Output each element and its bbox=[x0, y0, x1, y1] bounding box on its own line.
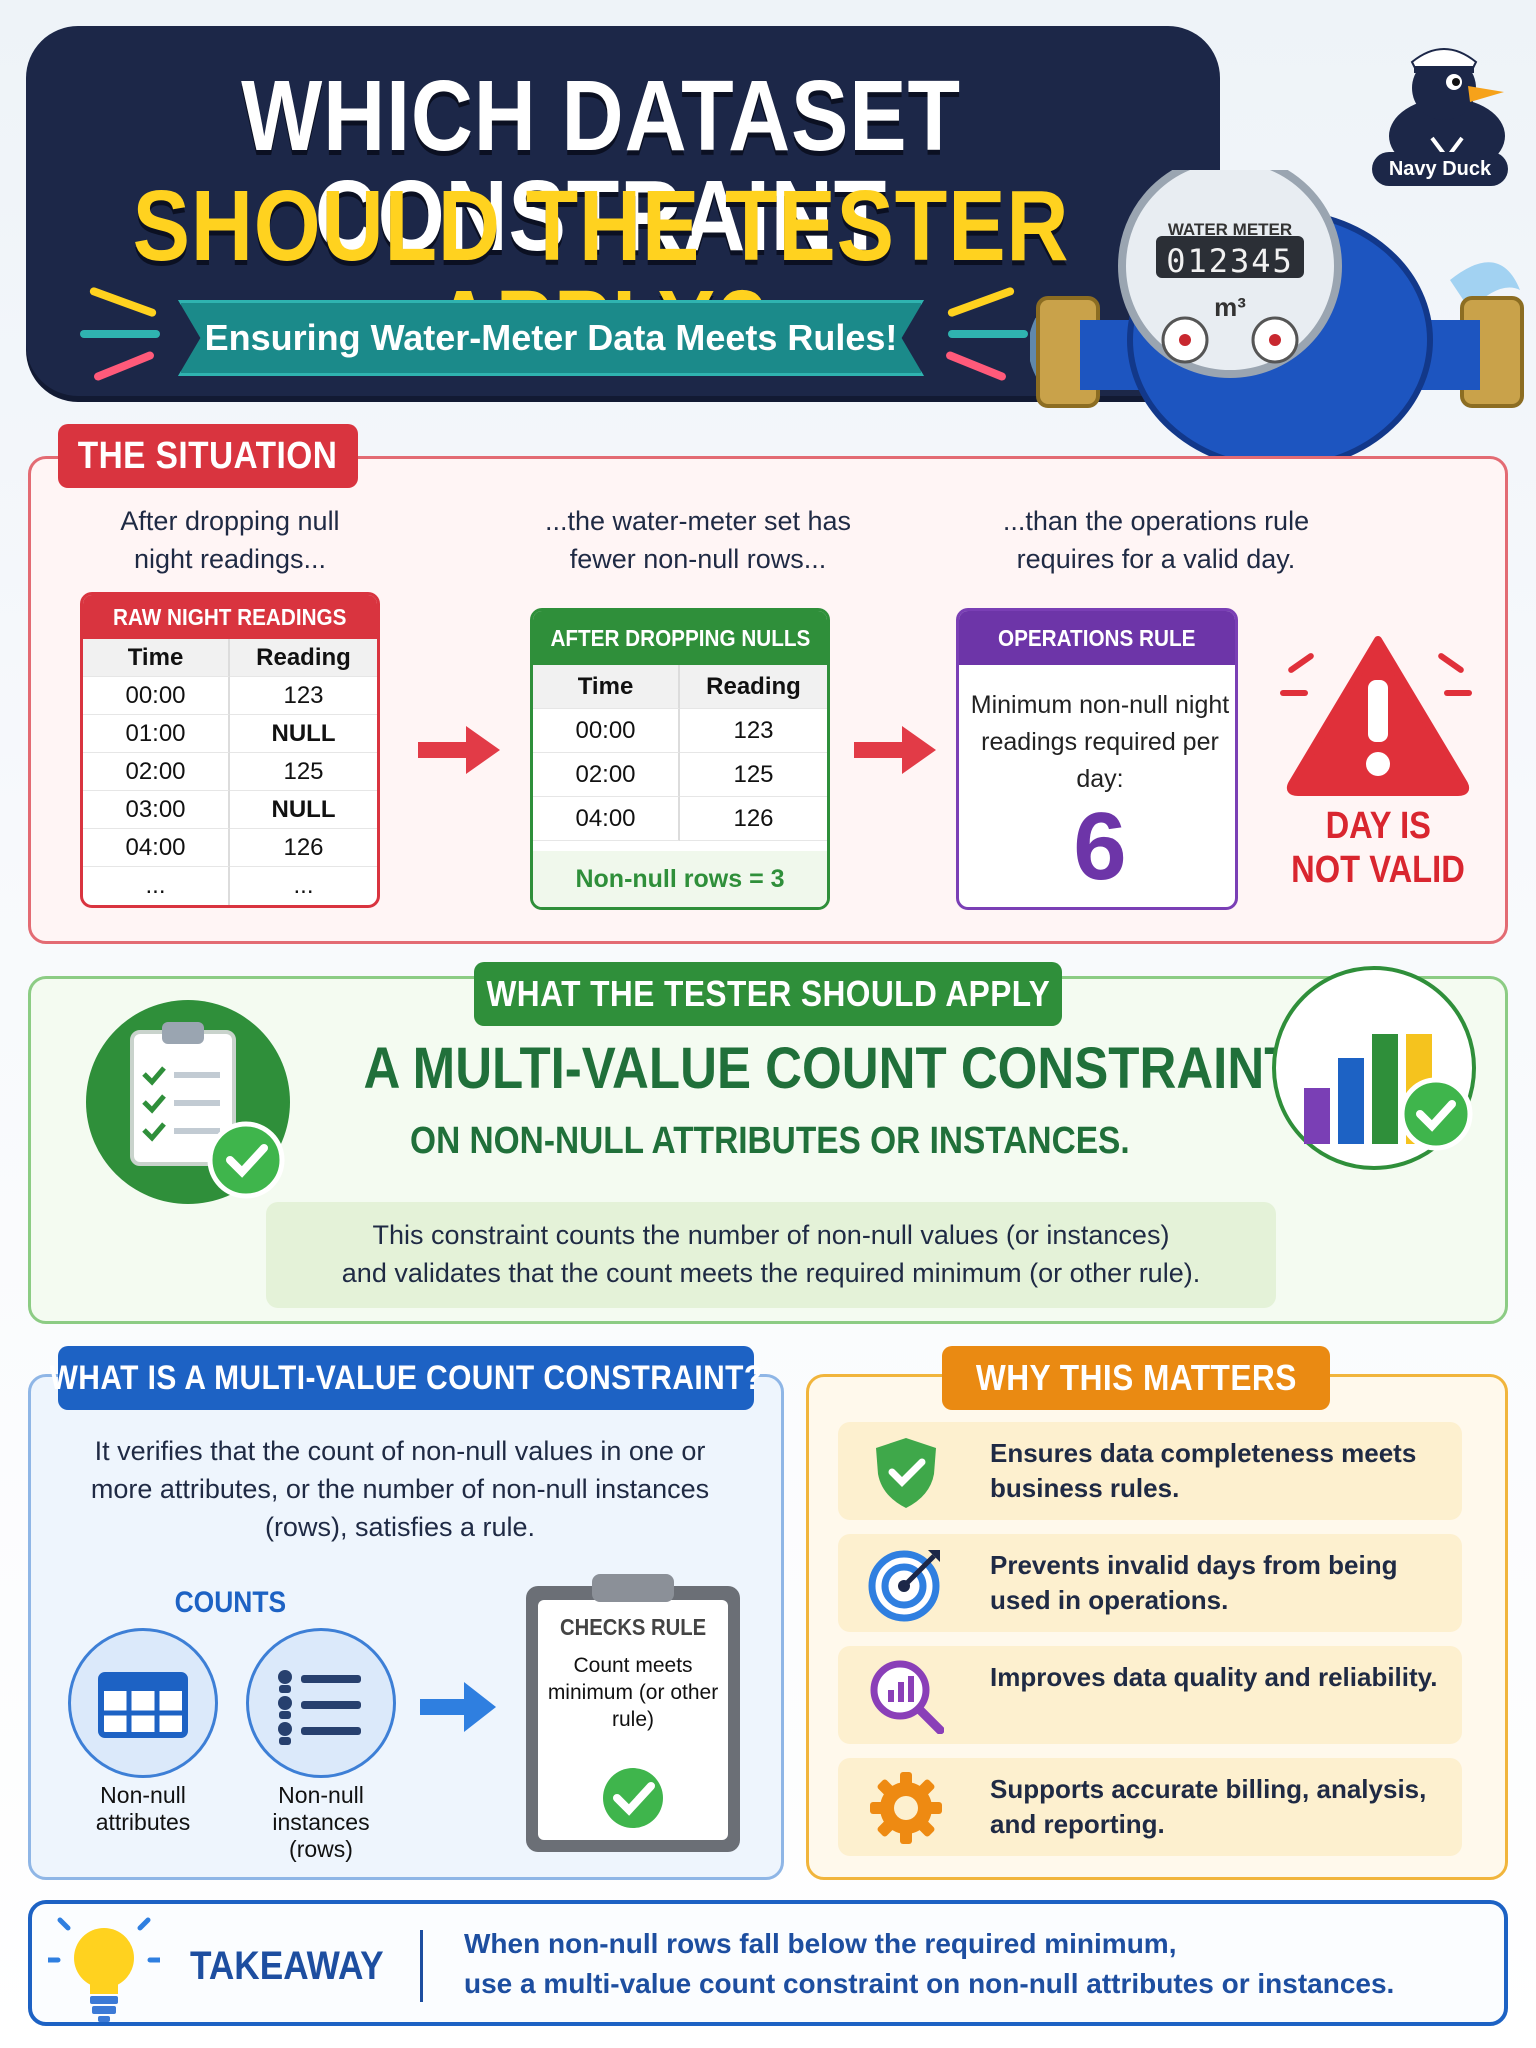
why-item: Improves data quality and reliability. bbox=[838, 1646, 1462, 1744]
operations-rule-card: OPERATIONS RULE Minimum non-null night r… bbox=[956, 608, 1238, 910]
clipboard-checklist-icon bbox=[86, 1000, 290, 1204]
takeaway-section bbox=[28, 1900, 1508, 2026]
takeaway-text: When non-null rows fall below the requir… bbox=[464, 1928, 1395, 1999]
whatis-tag: WHAT IS A MULTI-VALUE COUNT CONSTRAINT? bbox=[50, 1346, 762, 1410]
table-cell: 123 bbox=[230, 677, 377, 715]
bar-chart-check-icon bbox=[1272, 966, 1476, 1170]
table-cell: 02:00 bbox=[533, 753, 680, 797]
null-cell: NULL bbox=[230, 715, 377, 753]
raw-readings-table: RAW NIGHT READINGS Time Reading 00:00 12… bbox=[80, 592, 380, 908]
meter-reading: 012345 bbox=[1166, 242, 1294, 280]
alert-ray-decoration bbox=[1444, 690, 1472, 696]
table-cell: 00:00 bbox=[83, 677, 230, 715]
table-grid-icon bbox=[68, 1628, 218, 1778]
table-cell: 123 bbox=[680, 709, 827, 753]
why-item: Supports accurate billing, analysis, and… bbox=[838, 1758, 1462, 1856]
instances-list-icon bbox=[246, 1628, 396, 1778]
why-item-text: Supports accurate billing, analysis, and… bbox=[990, 1774, 1427, 1839]
dropped-table-title: AFTER DROPPING NULLS bbox=[533, 611, 827, 665]
non-null-instances-label: Non-null instances (rows) bbox=[272, 1782, 370, 1862]
table-cell: 02:00 bbox=[83, 753, 230, 791]
table-header-cell: Reading bbox=[230, 639, 377, 677]
meter-unit: m³ bbox=[1214, 292, 1246, 322]
situation-caption-3: ...than the operations rule requires for… bbox=[1002, 506, 1310, 574]
constraint-subheadline: ON NON-NULL ATTRIBUTES OR INSTANCES. bbox=[410, 1120, 1130, 1162]
checks-rule-title: CHECKS RULE bbox=[559, 1614, 707, 1640]
takeaway-divider bbox=[420, 1930, 423, 2002]
why-item-text: Prevents invalid days from being used in… bbox=[990, 1550, 1398, 1615]
constraint-description: This constraint counts the number of non… bbox=[266, 1202, 1276, 1308]
table-cell: 01:00 bbox=[83, 715, 230, 753]
shield-check-icon bbox=[876, 1438, 936, 1508]
situation-tag: THE SITUATION bbox=[58, 424, 358, 488]
checks-rule-text: Count meets minimum (or other rule) bbox=[547, 1654, 719, 1731]
burst-decoration bbox=[80, 330, 160, 338]
alert-ray-decoration bbox=[1280, 690, 1308, 696]
table-cell: 125 bbox=[680, 753, 827, 797]
arrow-right-icon bbox=[418, 726, 500, 774]
constraint-headline: A MULTI-VALUE COUNT CONSTRAINT bbox=[363, 1036, 1296, 1101]
page-title-line1: WHICH DATASET CONSTRAINT bbox=[241, 60, 961, 272]
table-header-cell: Time bbox=[83, 639, 230, 677]
raw-table-grid: Time Reading 00:00 123 01:00 NULL 02:00 … bbox=[83, 639, 377, 905]
why-item-text: Ensures data completeness meets business… bbox=[990, 1438, 1417, 1503]
table-cell: ... bbox=[293, 872, 314, 899]
gear-icon bbox=[870, 1772, 942, 1844]
null-cell: NULL bbox=[230, 791, 377, 829]
burst-decoration bbox=[948, 330, 1028, 338]
brand-label: Navy Duck bbox=[1372, 152, 1508, 186]
dropped-table-grid: Time Reading 00:00 123 02:00 125 04:00 1… bbox=[533, 665, 827, 841]
why-item: Prevents invalid days from being used in… bbox=[838, 1534, 1462, 1632]
situation-caption-2: ...the water-meter set has fewer non-nul… bbox=[544, 506, 852, 574]
lightbulb-icon bbox=[48, 1917, 160, 2022]
table-cell: 126 bbox=[680, 797, 827, 841]
table-cell: 04:00 bbox=[83, 829, 230, 867]
day-not-valid-verdict: DAY IS NOT VALID bbox=[1291, 805, 1465, 891]
chart-magnifier-icon bbox=[870, 1660, 944, 1734]
table-header-cell: Reading bbox=[680, 665, 827, 709]
table-cell: 126 bbox=[230, 829, 377, 867]
table-cell: 04:00 bbox=[533, 797, 680, 841]
arrow-right-icon bbox=[420, 1682, 496, 1732]
why-item: Ensures data completeness meets business… bbox=[838, 1422, 1462, 1520]
takeaway-label: TAKEAWAY bbox=[190, 1944, 384, 1988]
table-header-cell: Time bbox=[533, 665, 680, 709]
warning-icon bbox=[1286, 636, 1470, 796]
apply-tag: WHAT THE TESTER SHOULD APPLY bbox=[474, 962, 1062, 1026]
subtitle-ribbon: Ensuring Water-Meter Data Meets Rules! bbox=[178, 300, 924, 376]
situation-caption-1: After dropping null night readings... bbox=[120, 506, 340, 574]
non-null-count: Non-null rows = 3 bbox=[533, 851, 827, 907]
water-meter-icon bbox=[1030, 170, 1524, 470]
arrow-right-icon bbox=[854, 726, 936, 774]
clipboard-icon bbox=[526, 1574, 740, 1852]
raw-table-title: RAW NIGHT READINGS bbox=[83, 595, 377, 639]
table-cell: ... bbox=[83, 867, 230, 905]
rule-title: OPERATIONS RULE bbox=[959, 611, 1235, 665]
why-item-text: Improves data quality and reliability. bbox=[990, 1662, 1438, 1692]
why-tag: WHY THIS MATTERS bbox=[942, 1346, 1330, 1410]
table-cell: 125 bbox=[230, 753, 377, 791]
non-null-attributes-label: Non-null attributes bbox=[95, 1782, 191, 1835]
table-cell: 00:00 bbox=[533, 709, 680, 753]
rule-minimum-number: 6 bbox=[1073, 793, 1127, 900]
whatis-description: It verifies that the count of non-null v… bbox=[90, 1436, 710, 1542]
dropped-nulls-table: AFTER DROPPING NULLS Time Reading 00:00 … bbox=[530, 608, 830, 910]
target-icon bbox=[868, 1550, 940, 1622]
table-cell: 03:00 bbox=[83, 791, 230, 829]
meter-label: WATER METER bbox=[1167, 220, 1293, 239]
rule-text: Minimum non-null night readings required… bbox=[970, 691, 1230, 793]
counts-label: COUNTS bbox=[174, 1586, 286, 1619]
